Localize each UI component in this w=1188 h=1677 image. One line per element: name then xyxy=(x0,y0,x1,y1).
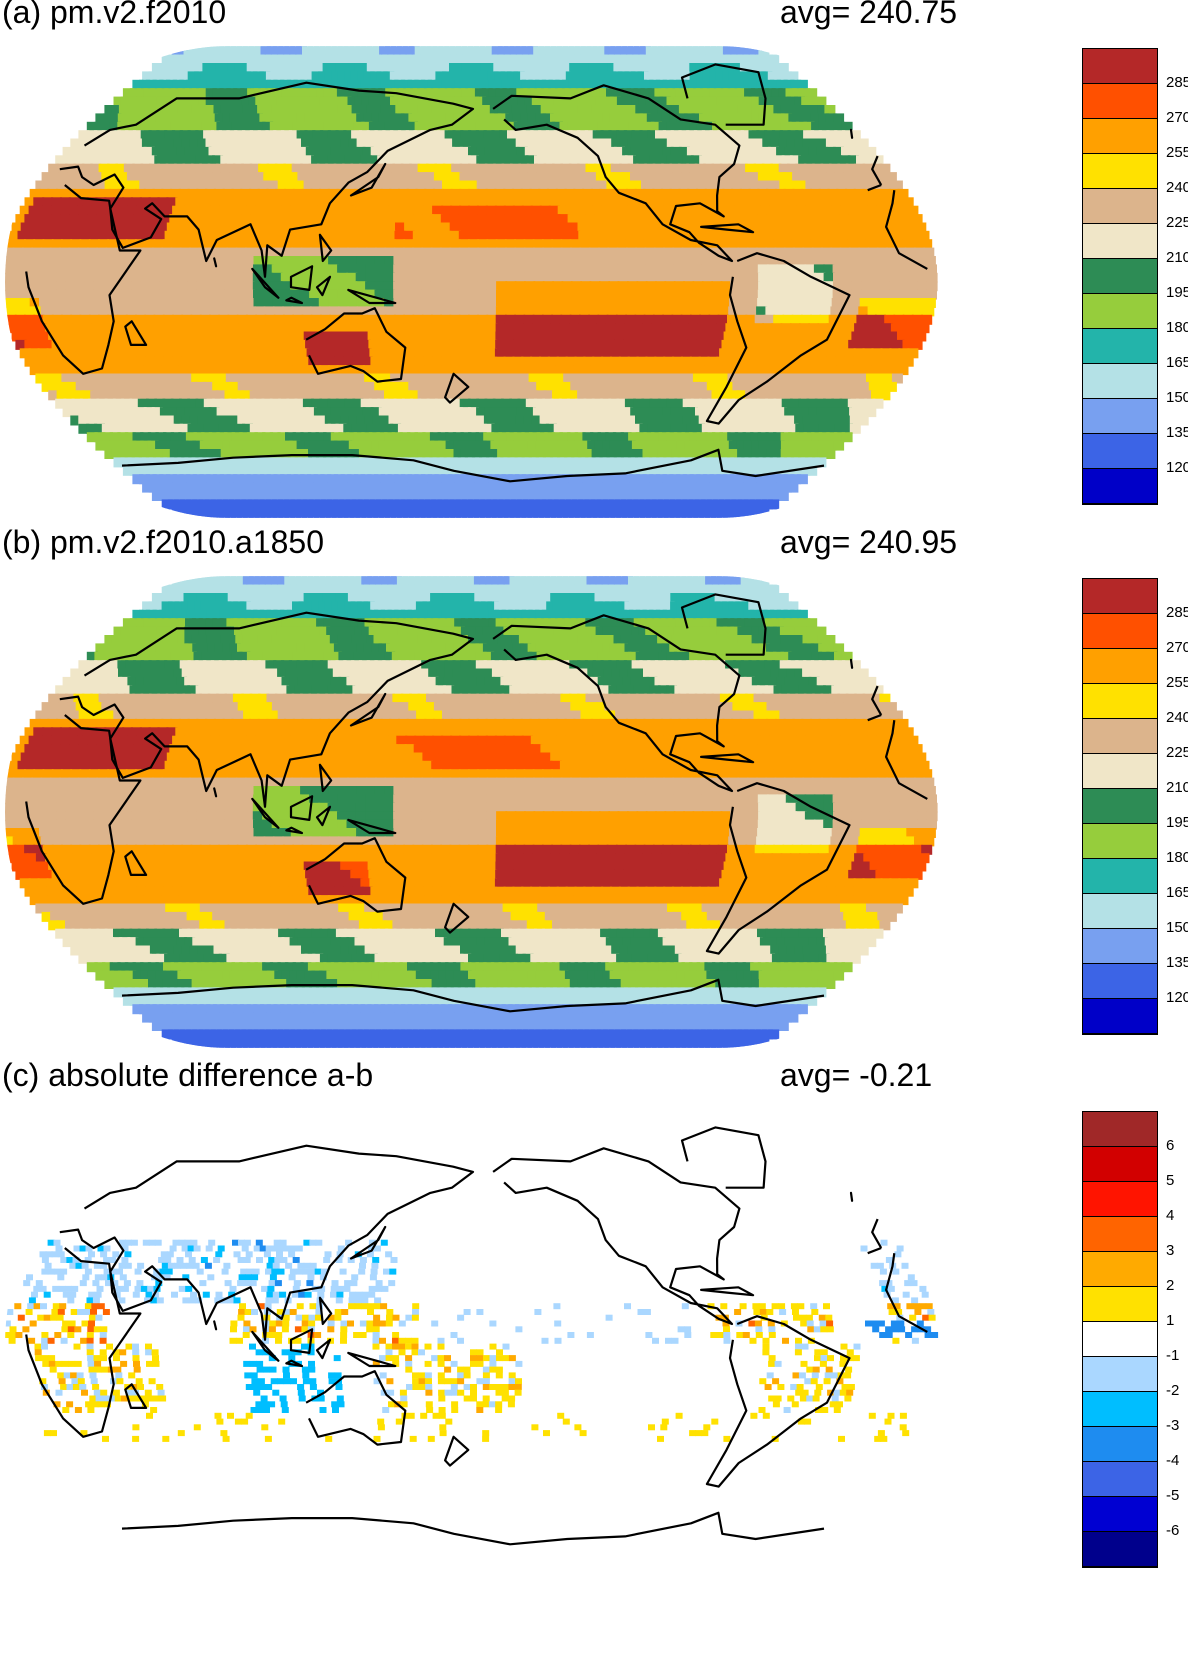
colorbar-tick-label: -1 xyxy=(1166,1347,1180,1364)
colorbar-swatch xyxy=(1083,894,1157,929)
panel-average: avg= 240.95 xyxy=(780,524,958,560)
coastlines xyxy=(25,63,928,483)
colorbar-swatch xyxy=(1083,1532,1157,1567)
colorbar-tick-label: 150 xyxy=(1166,919,1188,936)
colorbar-tick-label: 195 xyxy=(1166,284,1188,301)
colorbar-swatch xyxy=(1083,754,1157,789)
colorbar-swatch xyxy=(1083,1182,1157,1217)
colorbar-swatch xyxy=(1083,1497,1157,1532)
panel-average: avg= 240.75 xyxy=(780,0,958,30)
colorbar-box xyxy=(1082,1111,1158,1568)
colorbar-tick-label: 1 xyxy=(1166,1312,1175,1329)
colorbar-swatch xyxy=(1083,1217,1157,1252)
colorbar-tick-label: 165 xyxy=(1166,354,1188,371)
colorbar-swatch xyxy=(1083,1357,1157,1392)
colorbar-tick-label: 240 xyxy=(1166,179,1188,196)
colorbar-swatch xyxy=(1083,119,1157,154)
colorbar-tick-label: 240 xyxy=(1166,709,1188,726)
colorbar-swatch xyxy=(1083,224,1157,259)
colorbar-tick-label: 3 xyxy=(1166,1242,1175,1259)
colorbar-swatch xyxy=(1083,929,1157,964)
colorbar-swatch xyxy=(1083,329,1157,364)
colorbar-box xyxy=(1082,578,1158,1035)
coastlines xyxy=(25,1126,928,1546)
colorbar-swatch xyxy=(1083,1322,1157,1357)
colorbar-swatch xyxy=(1083,1462,1157,1497)
colorbar-swatch xyxy=(1083,1147,1157,1182)
colorbar-swatch xyxy=(1083,84,1157,119)
colorbar-tick-label: 255 xyxy=(1166,674,1188,691)
colorbar-swatch xyxy=(1083,434,1157,469)
colorbar-tick-label: 120 xyxy=(1166,989,1188,1006)
colorbar-swatch xyxy=(1083,824,1157,859)
colorbar-swatch xyxy=(1083,614,1157,649)
field-cells xyxy=(5,46,938,518)
colorbar-swatch xyxy=(1083,649,1157,684)
colorbar-tick-label: 255 xyxy=(1166,144,1188,161)
colorbar-swatch xyxy=(1083,189,1157,224)
colorbar-box xyxy=(1082,48,1158,505)
colorbar-swatch xyxy=(1083,1427,1157,1462)
colorbar-swatch xyxy=(1083,399,1157,434)
colorbar-swatch xyxy=(1083,719,1157,754)
colorbar-swatch xyxy=(1083,1112,1157,1147)
colorbar-tick-label: 165 xyxy=(1166,884,1188,901)
panel-title: (a) pm.v2.f2010 xyxy=(2,0,227,30)
colorbar-tick-label: 210 xyxy=(1166,249,1188,266)
world-map xyxy=(5,46,938,518)
colorbar-swatch xyxy=(1083,364,1157,399)
colorbar-swatch xyxy=(1083,789,1157,824)
colorbar-tick-label: -2 xyxy=(1166,1382,1180,1399)
colorbar-swatch xyxy=(1083,1252,1157,1287)
panel-title: (c) absolute difference a-b xyxy=(2,1057,374,1093)
colorbar-swatch xyxy=(1083,684,1157,719)
panel-average: avg= -0.21 xyxy=(780,1057,933,1093)
colorbar-swatch xyxy=(1083,49,1157,84)
colorbar-tick-label: 2 xyxy=(1166,1277,1175,1294)
colorbar-swatch xyxy=(1083,999,1157,1034)
world-map xyxy=(5,576,938,1048)
colorbar-tick-label: 285 xyxy=(1166,74,1188,91)
colorbar-swatch xyxy=(1083,859,1157,894)
colorbar-swatch xyxy=(1083,964,1157,999)
colorbar-swatch xyxy=(1083,1392,1157,1427)
colorbar-tick-label: 150 xyxy=(1166,389,1188,406)
colorbar-tick-label: 285 xyxy=(1166,604,1188,621)
colorbar-tick-label: -3 xyxy=(1166,1417,1180,1434)
panel-title: (b) pm.v2.f2010.a1850 xyxy=(2,524,324,560)
colorbar-tick-label: -6 xyxy=(1166,1522,1180,1539)
colorbar-swatch xyxy=(1083,259,1157,294)
coastlines xyxy=(25,593,928,1013)
colorbar-tick-label: 180 xyxy=(1166,319,1188,336)
colorbar-tick-label: 270 xyxy=(1166,639,1188,656)
field-cells xyxy=(5,576,938,1048)
colorbar-tick-label: 4 xyxy=(1166,1207,1175,1224)
colorbar-swatch xyxy=(1083,469,1157,504)
colorbar-tick-label: 135 xyxy=(1166,954,1188,971)
colorbar-tick-label: 6 xyxy=(1166,1137,1175,1154)
colorbar-tick-label: 180 xyxy=(1166,849,1188,866)
colorbar-tick-label: 225 xyxy=(1166,744,1188,761)
difference-cells xyxy=(5,1239,939,1442)
colorbar-tick-label: 210 xyxy=(1166,779,1188,796)
colorbar-tick-label: 120 xyxy=(1166,459,1188,476)
colorbar-swatch xyxy=(1083,154,1157,189)
colorbar-tick-label: 270 xyxy=(1166,109,1188,126)
colorbar-tick-label: 135 xyxy=(1166,424,1188,441)
colorbar-tick-label: -4 xyxy=(1166,1452,1180,1469)
colorbar-swatch xyxy=(1083,1287,1157,1322)
colorbar-tick-label: 225 xyxy=(1166,214,1188,231)
colorbar-swatch xyxy=(1083,579,1157,614)
colorbar-tick-label: 5 xyxy=(1166,1172,1175,1189)
world-map xyxy=(5,1126,939,1546)
colorbar-swatch xyxy=(1083,294,1157,329)
colorbar-tick-label: 195 xyxy=(1166,814,1188,831)
colorbar-tick-label: -5 xyxy=(1166,1487,1180,1504)
